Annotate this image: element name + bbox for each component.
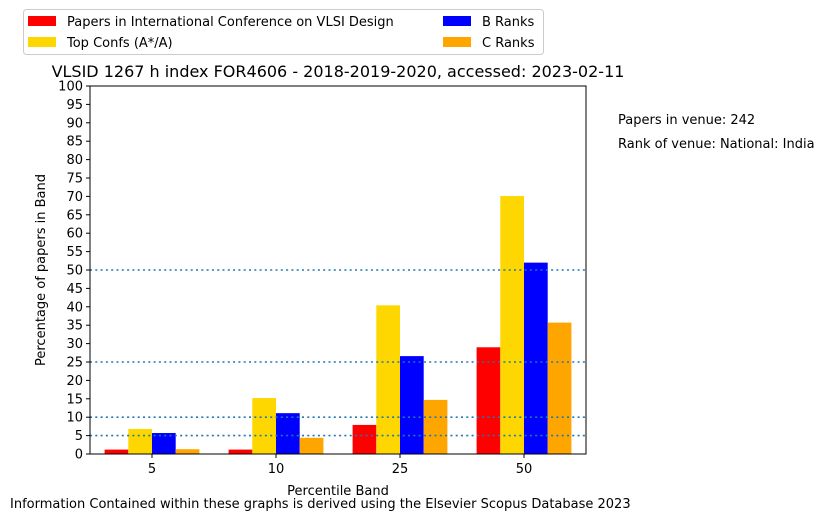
- y-tick-label-75: 75: [66, 172, 83, 187]
- x-tick-label-10: 10: [268, 462, 285, 477]
- y-tick-label-25: 25: [66, 356, 83, 371]
- x-axis-label: Percentile Band: [287, 484, 389, 499]
- legend-box: [23, 9, 544, 55]
- bar-top-confs-a-a--10: [252, 398, 276, 454]
- bar-b-ranks-50: [524, 262, 548, 454]
- y-tick-label-85: 85: [66, 135, 83, 150]
- y-tick-label-50: 50: [66, 264, 83, 279]
- legend-swatch-2: [443, 16, 471, 26]
- bar-top-confs-a-a--25: [376, 305, 400, 454]
- legend-swatch-1: [28, 37, 56, 47]
- plot-area: 0 5 10 15 20 25 30 35 40 45 50 55 60 65 70 75 80 85 90 95 10…: [58, 80, 587, 477]
- legend: Papers in International Conference on VL…: [23, 9, 544, 55]
- y-tick-label-40: 40: [66, 300, 83, 315]
- footer-source-note: Information Contained within these graph…: [10, 497, 631, 512]
- bar-b-ranks-5: [152, 433, 176, 454]
- legend-label-0: Papers in International Conference on VL…: [67, 15, 394, 30]
- bar-papers-in-international-conference-on-vlsi-design-25: [352, 424, 377, 454]
- y-tick-label-15: 15: [66, 392, 83, 407]
- bar-papers-in-international-conference-on-vlsi-design-10: [228, 449, 253, 454]
- legend-swatch-0: [28, 16, 56, 26]
- bar-c-ranks-50: [547, 322, 572, 454]
- bar-top-confs-a-a--50: [500, 196, 524, 454]
- legend-label-3: C Ranks: [482, 36, 535, 51]
- bar-b-ranks-10: [276, 413, 300, 454]
- y-tick-label-20: 20: [66, 374, 83, 389]
- y-axis-label: Percentage of papers in Band: [34, 174, 49, 366]
- y-tick-label-60: 60: [66, 227, 83, 242]
- y-tick-label-80: 80: [66, 153, 83, 168]
- bar-c-ranks-25: [423, 399, 448, 454]
- x-tick-label-25: 25: [392, 462, 409, 477]
- y-tick-label-90: 90: [66, 116, 83, 131]
- bar-c-ranks-5: [175, 449, 200, 454]
- y-tick-label-45: 45: [66, 282, 83, 297]
- y-tick-label-65: 65: [66, 208, 83, 223]
- annotation-rank-of-venue: Rank of venue: National: India: [618, 137, 815, 152]
- y-tick-label-5: 5: [75, 429, 83, 444]
- y-tick-label-70: 70: [66, 190, 83, 205]
- y-tick-label-0: 0: [75, 448, 83, 463]
- y-tick-label-95: 95: [66, 98, 83, 113]
- legend-label-2: B Ranks: [482, 15, 535, 30]
- legend-swatch-3: [443, 37, 471, 47]
- x-tick-label-50: 50: [516, 462, 533, 477]
- y-tick-label-10: 10: [66, 411, 83, 426]
- bar-top-confs-a-a--5: [128, 428, 152, 454]
- annotation-papers-in-venue: Papers in venue: 242: [618, 113, 755, 128]
- y-tick-label-55: 55: [66, 245, 83, 260]
- y-tick-label-35: 35: [66, 319, 83, 334]
- y-tick-label-30: 30: [66, 337, 83, 352]
- bar-papers-in-international-conference-on-vlsi-design-5: [104, 449, 129, 454]
- legend-label-1: Top Confs (A*/A): [66, 36, 173, 51]
- bar-b-ranks-25: [400, 356, 424, 454]
- bar-papers-in-international-conference-on-vlsi-design-50: [476, 347, 501, 454]
- x-tick-label-5: 5: [148, 462, 156, 477]
- chart-title: VLSID 1267 h index FOR4606 - 2018-2019-2…: [52, 62, 625, 81]
- bar-c-ranks-10: [299, 437, 324, 454]
- y-tick-label-100: 100: [58, 80, 83, 95]
